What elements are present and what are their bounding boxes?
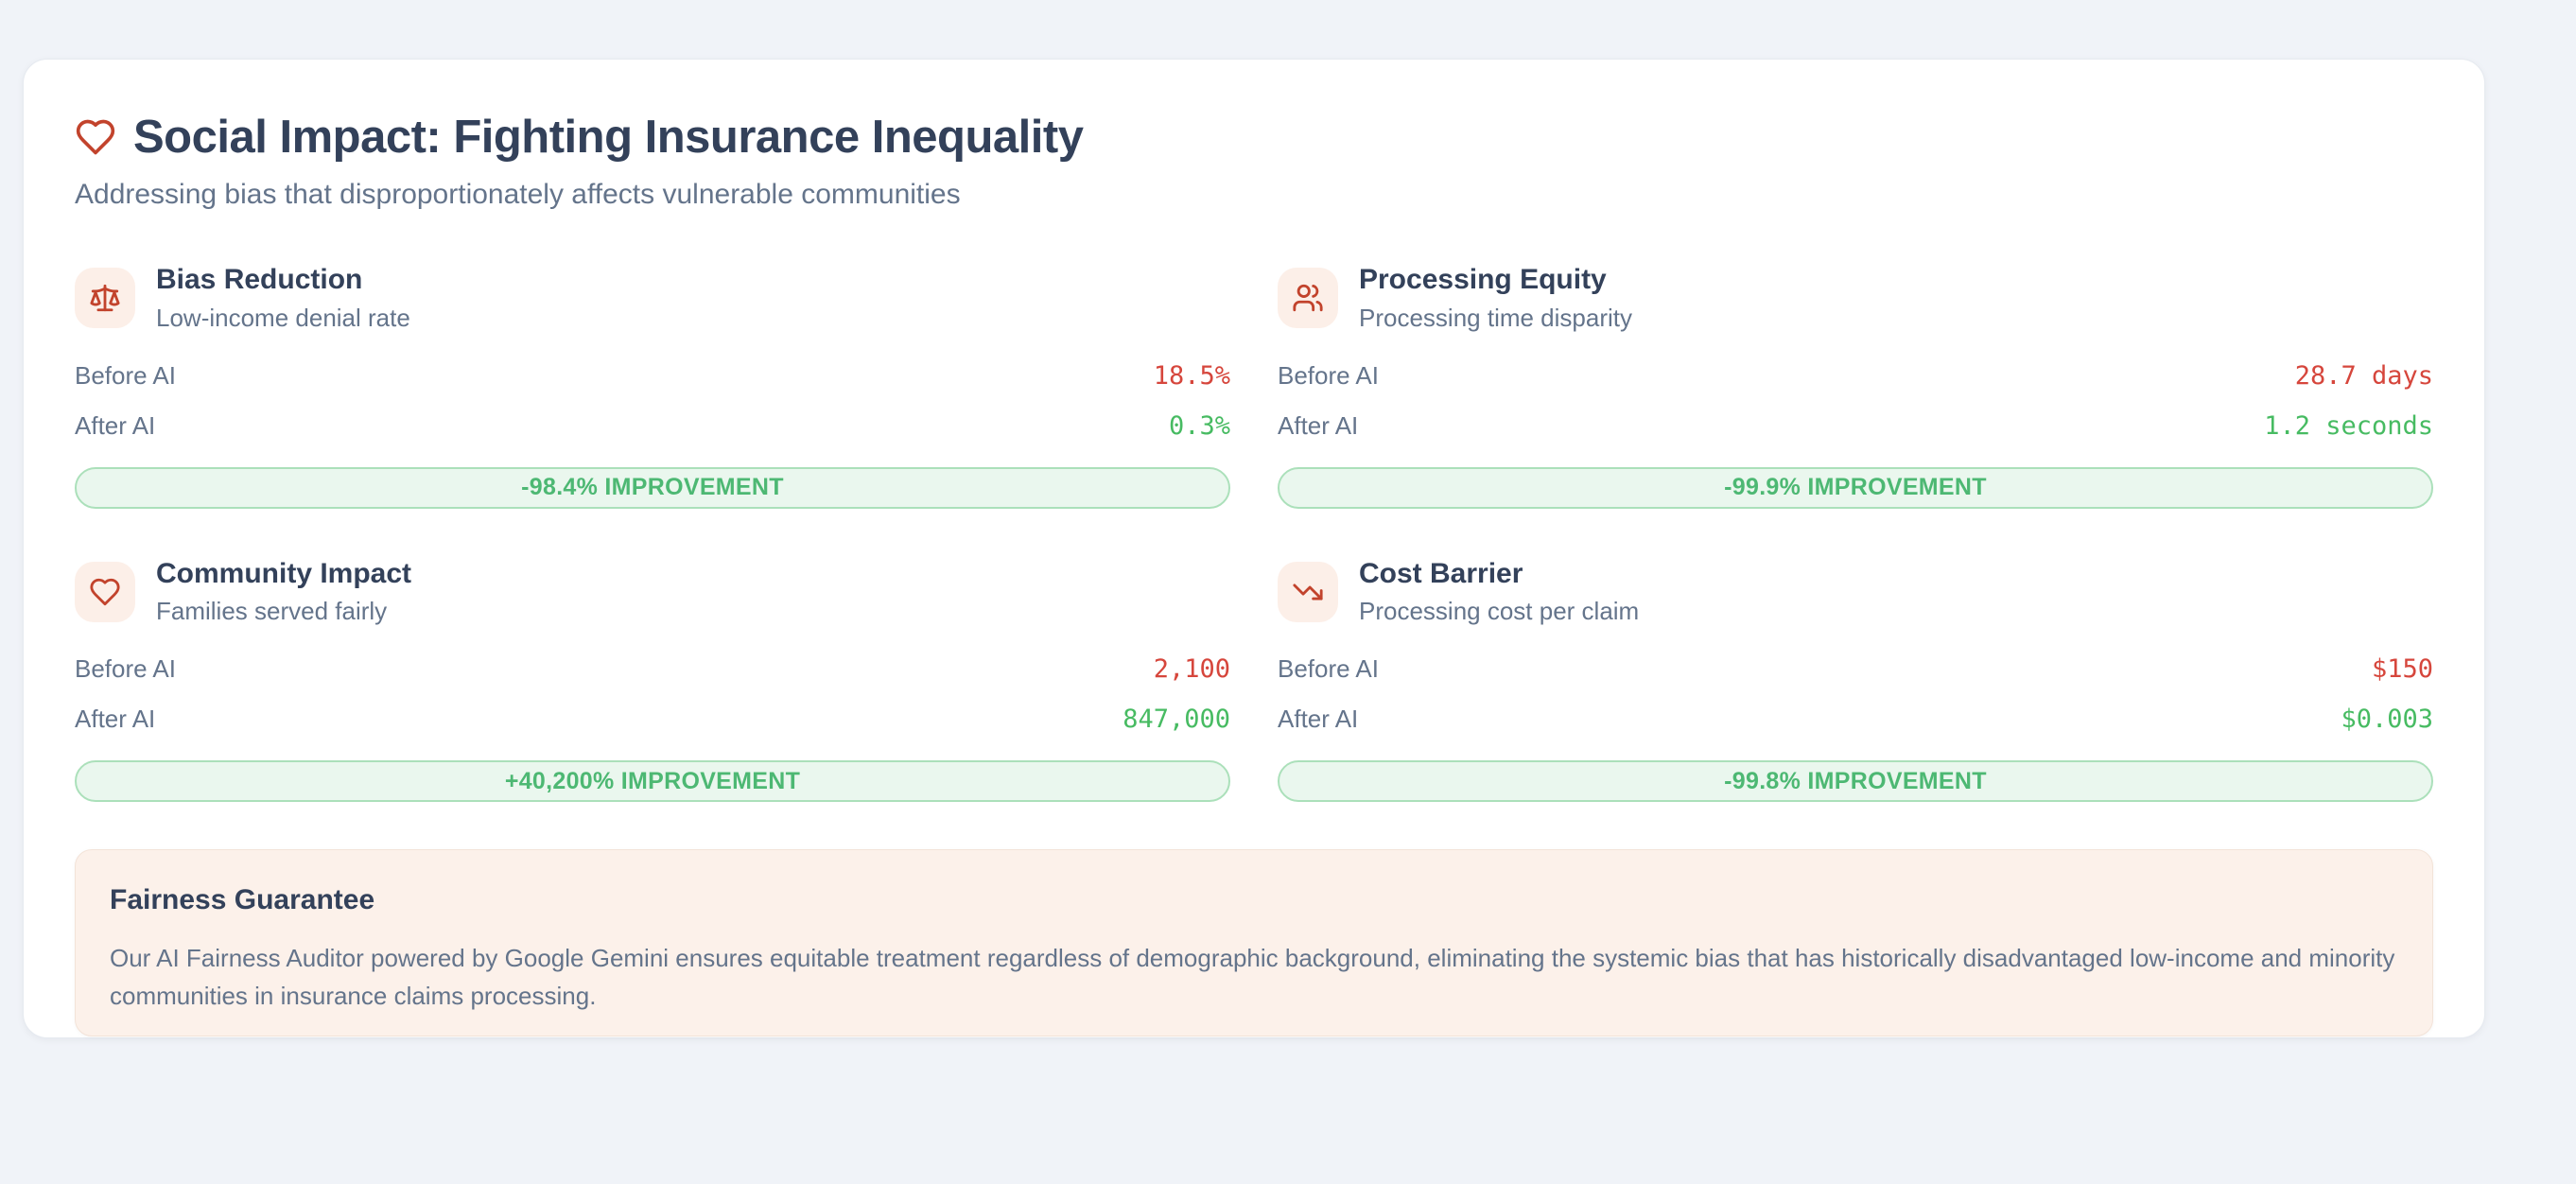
before-ai-label: Before AI [1278,654,1379,683]
metric-title: Community Impact [156,557,412,589]
metric-header-text: Community Impact Families served fairly [156,558,411,627]
heart-icon [75,561,135,622]
metric-subtitle: Processing time disparity [1359,303,1632,332]
after-ai-row: After AI $0.003 [1278,705,2433,734]
after-ai-row: After AI 0.3% [75,411,1230,441]
trending-down-icon [1278,561,1338,622]
metric-header-text: Cost Barrier Processing cost per claim [1359,558,1639,627]
before-ai-value: $150 [2371,654,2433,684]
after-ai-label: After AI [1278,410,1359,440]
after-ai-label: After AI [75,410,156,440]
metric-header: Bias Reduction Low-income denial rate [75,264,1230,333]
page-title: Social Impact: Fighting Insurance Inequa… [133,112,1084,163]
metric-subtitle: Low-income denial rate [156,303,410,332]
before-ai-label: Before AI [1278,360,1379,390]
before-ai-label: Before AI [75,360,176,390]
metric-cost-barrier: Cost Barrier Processing cost per claim B… [1278,558,2433,802]
before-ai-row: Before AI 2,100 [75,654,1230,684]
metric-header-text: Processing Equity Processing time dispar… [1359,264,1632,333]
metric-title: Cost Barrier [1359,557,1523,589]
metric-header: Cost Barrier Processing cost per claim [1278,558,2433,627]
metrics-grid: Bias Reduction Low-income denial rate Be… [75,264,2433,802]
before-ai-value: 28.7 days [2294,360,2433,391]
metric-subtitle: Families served fairly [156,597,388,625]
metric-header: Processing Equity Processing time dispar… [1278,264,2433,333]
metric-title: Bias Reduction [156,264,363,295]
after-ai-value: 1.2 seconds [2264,410,2433,441]
improvement-badge: +40,200% IMPROVEMENT [75,760,1230,802]
fairness-guarantee-box: Fairness Guarantee Our AI Fairness Audit… [75,849,2433,1036]
after-ai-label: After AI [75,705,156,733]
after-ai-value: $0.003 [2341,705,2433,734]
before-ai-row: Before AI 28.7 days [1278,361,2433,391]
after-ai-value: 847,000 [1123,705,1230,734]
social-impact-card: Social Impact: Fighting Insurance Inequa… [23,59,2485,1038]
metric-header: Community Impact Families served fairly [75,558,1230,627]
after-ai-row: After AI 1.2 seconds [1278,411,2433,441]
metric-community-impact: Community Impact Families served fairly … [75,558,1230,802]
metric-bias-reduction: Bias Reduction Low-income denial rate Be… [75,264,1230,509]
page-subtitle: Addressing bias that disproportionately … [75,179,961,210]
users-icon [1278,268,1338,329]
after-ai-row: After AI 847,000 [75,705,1230,734]
improvement-badge: -99.9% IMPROVEMENT [1278,466,2433,509]
heart-icon [75,116,116,158]
before-ai-row: Before AI 18.5% [75,361,1230,391]
improvement-badge: -99.8% IMPROVEMENT [1278,760,2433,802]
metric-title: Processing Equity [1359,264,1607,295]
improvement-badge: -98.4% IMPROVEMENT [75,466,1230,509]
metric-subtitle: Processing cost per claim [1359,597,1640,625]
fairness-body: Our AI Fairness Auditor powered by Googl… [110,944,2395,1010]
before-ai-row: Before AI $150 [1278,654,2433,684]
before-ai-value: 18.5% [1153,360,1230,391]
scale-icon [75,268,135,329]
fairness-title: Fairness Guarantee [110,884,375,915]
before-ai-label: Before AI [75,654,176,683]
metric-processing-equity: Processing Equity Processing time dispar… [1278,264,2433,509]
card-header: Social Impact: Fighting Insurance Inequa… [75,111,2433,164]
before-ai-value: 2,100 [1153,654,1230,684]
after-ai-value: 0.3% [1168,410,1230,441]
metric-header-text: Bias Reduction Low-income denial rate [156,264,410,333]
after-ai-label: After AI [1278,705,1359,733]
